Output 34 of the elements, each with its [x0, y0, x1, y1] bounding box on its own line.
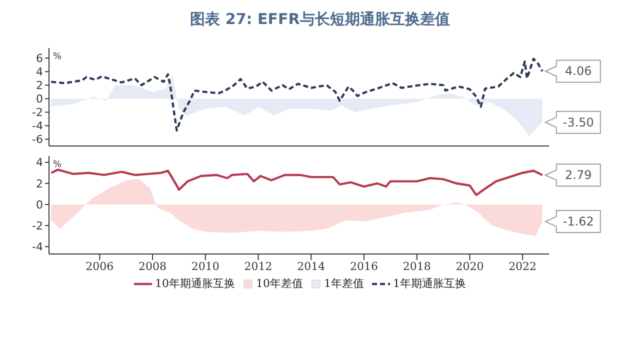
- data-label: -1.62: [562, 214, 594, 229]
- x-tick-label: 2006: [86, 260, 114, 273]
- y-tick-label: 4: [36, 66, 43, 79]
- legend-label: 1年差值: [324, 276, 364, 291]
- x-tick-label: 2016: [350, 260, 378, 273]
- line-series: [50, 58, 544, 132]
- legend-label: 10年差值: [256, 276, 303, 291]
- y-tick-label: 0: [36, 92, 43, 106]
- y-axis-title: %: [53, 160, 62, 170]
- y-tick-label: 2: [36, 79, 43, 92]
- y-tick-label: -6: [32, 133, 43, 146]
- data-label: 4.06: [565, 64, 592, 78]
- legend-label: 1年期通胀互换: [393, 276, 466, 291]
- data-label: 2.79: [565, 168, 592, 182]
- data-label: -3.50: [562, 115, 594, 130]
- x-tick-label: 2020: [456, 260, 484, 273]
- x-tick-label: 2018: [402, 260, 431, 273]
- line-series: [50, 168, 544, 196]
- y-tick-label: 6: [36, 52, 43, 66]
- y-tick-label: -2: [32, 219, 43, 232]
- x-tick-label: 2008: [138, 260, 167, 273]
- y-tick-label: -2: [32, 106, 43, 120]
- chart-title: 图表 27: EFFR与长短期通胀互换差值: [189, 9, 451, 30]
- x-tick-label: 2010: [191, 260, 220, 273]
- y-tick-label: -4: [32, 240, 43, 254]
- y-axis-title: %: [53, 52, 62, 62]
- x-tick-label: 2012: [244, 260, 272, 273]
- y-tick-label: 2: [36, 177, 43, 190]
- y-tick-label: 4: [36, 156, 43, 170]
- y-tick-label: -4: [32, 120, 43, 133]
- x-tick-label: 2022: [508, 260, 537, 273]
- y-tick-label: 0: [36, 198, 43, 212]
- legend-label: 10年期通胀互换: [155, 276, 235, 291]
- x-tick-label: 2014: [297, 260, 326, 273]
